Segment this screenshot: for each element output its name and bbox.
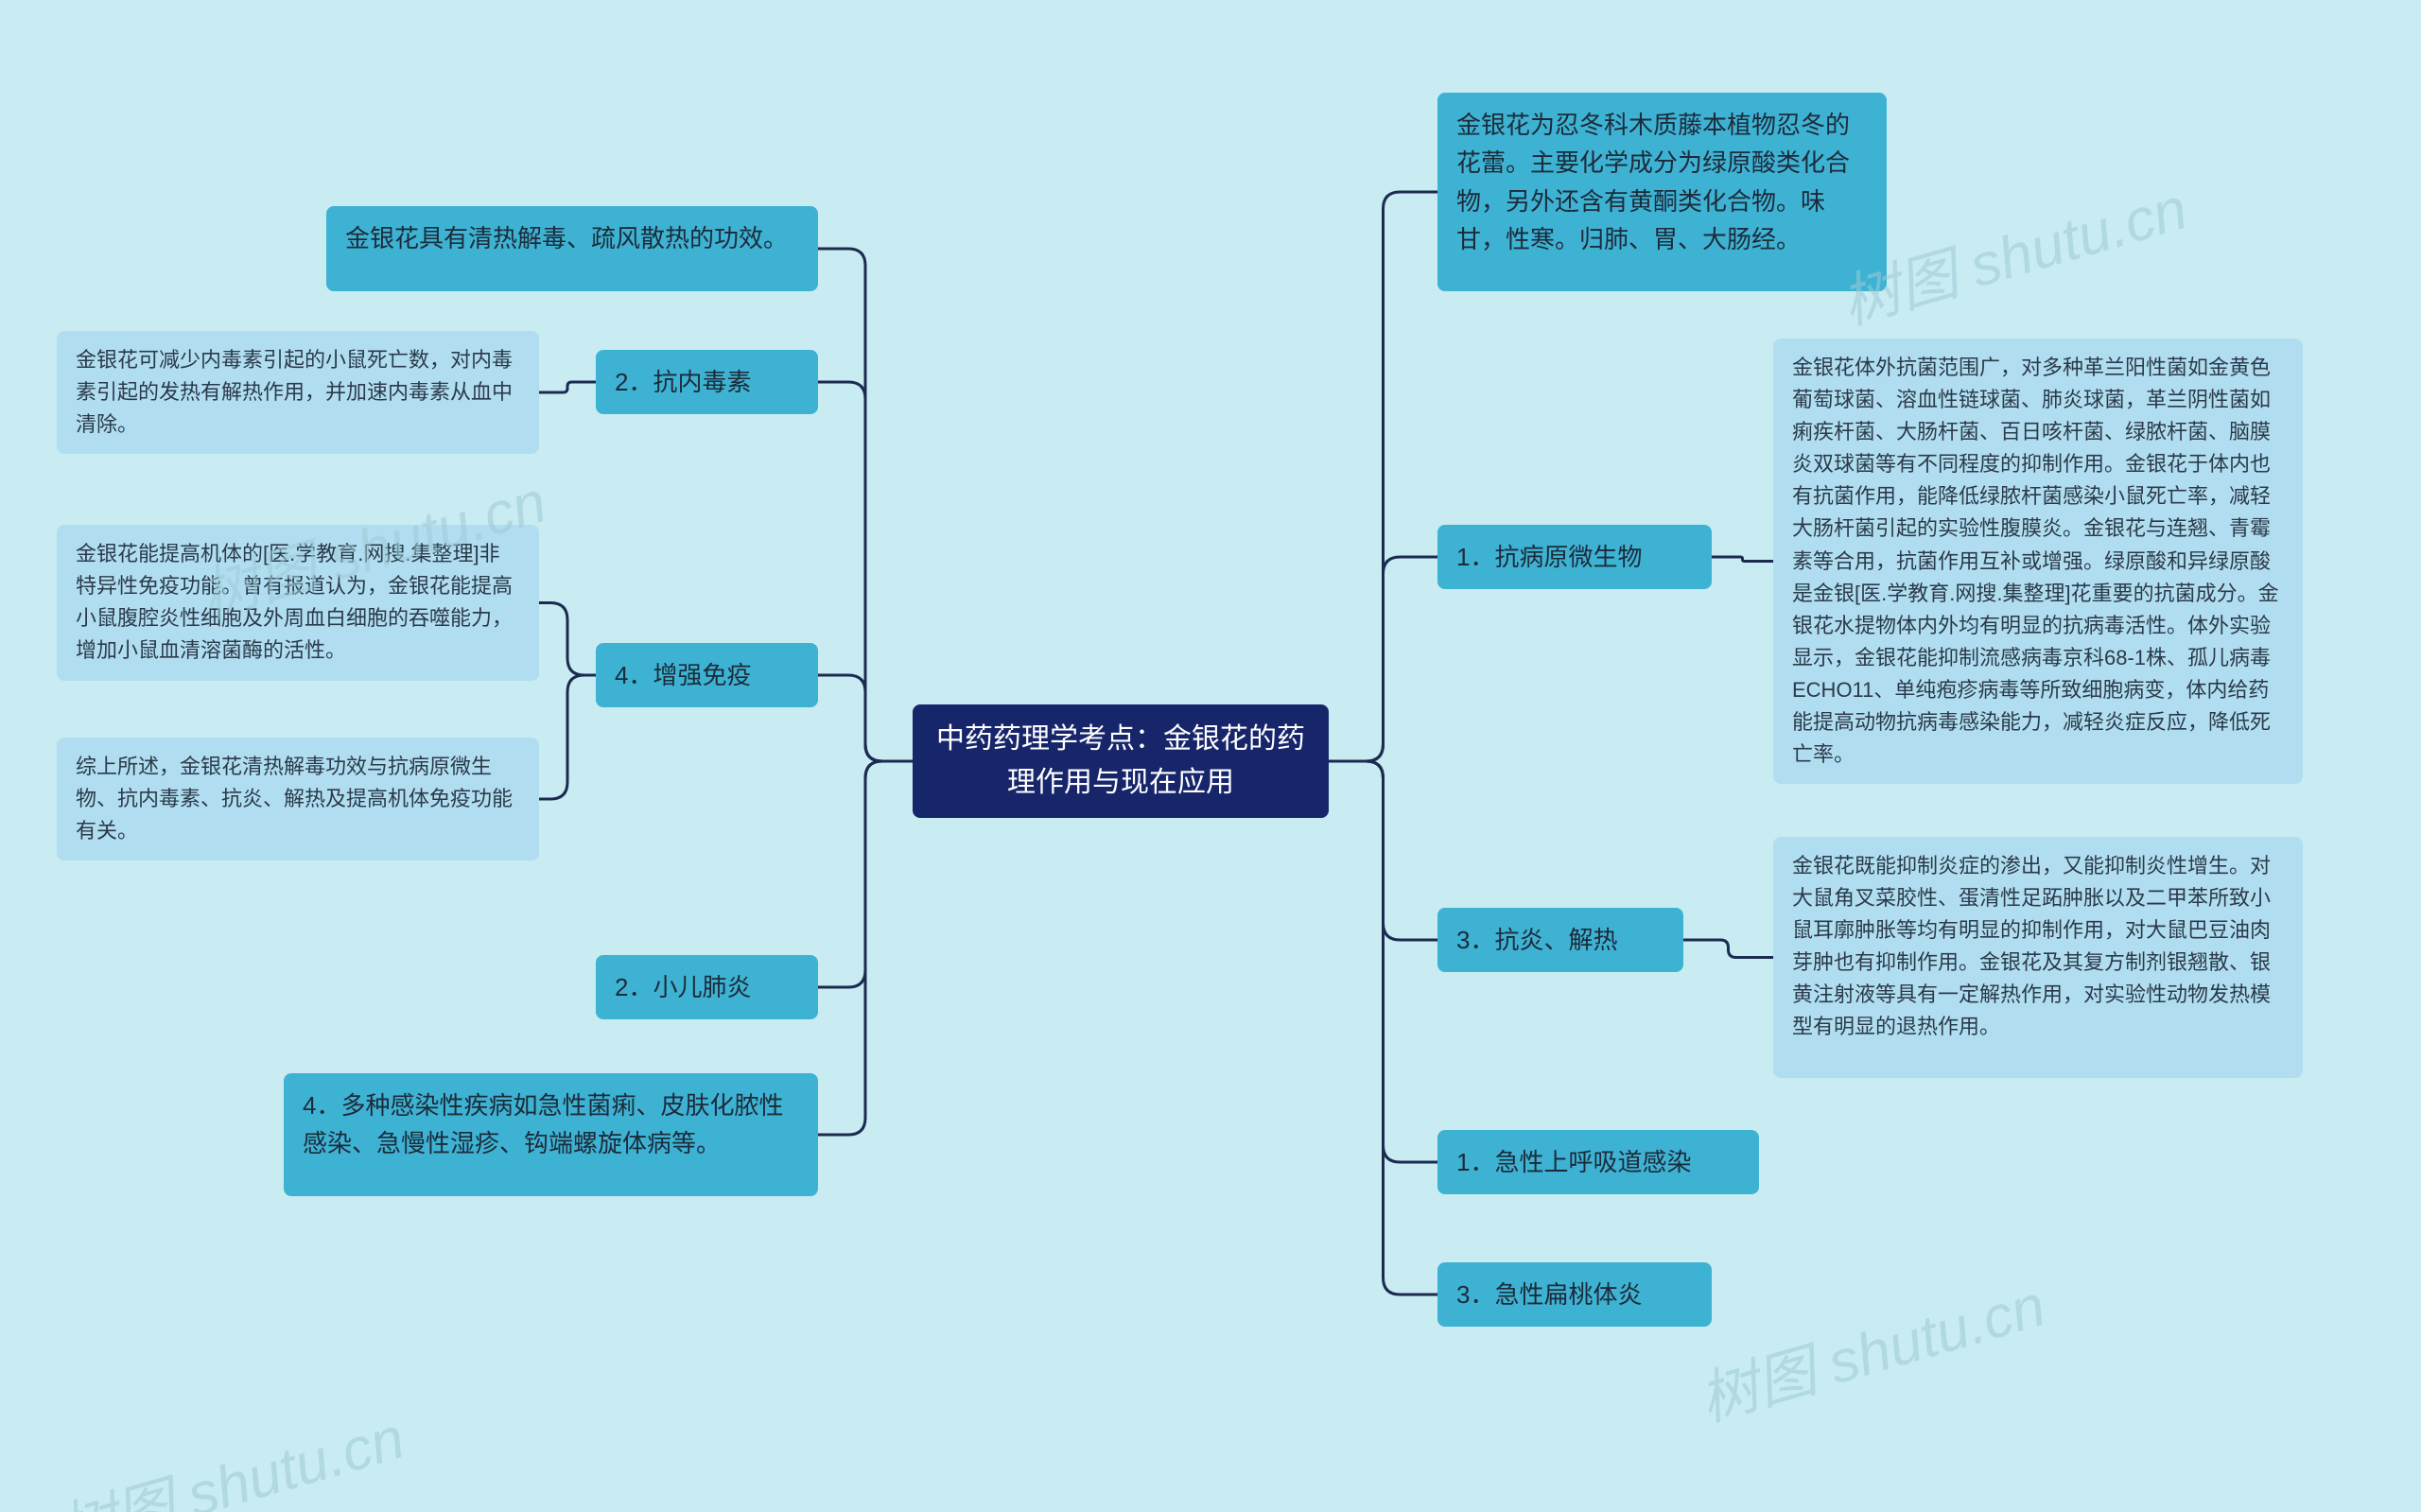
watermark: 树图 shutu.cn [47, 1390, 412, 1512]
primary-node[interactable]: 金银花具有清热解毒、疏风散热的功效。 [326, 206, 818, 291]
primary-node-text: 1．抗病原微生物 [1456, 543, 1642, 571]
secondary-node[interactable]: 金银花能提高机体的[医.学教育.网搜.集整理]非特异性免疫功能。曾有报道认为，金… [57, 525, 539, 681]
primary-node[interactable]: 2．小儿肺炎 [596, 955, 818, 1019]
connector-line [1683, 940, 1773, 958]
connector-line [1329, 761, 1437, 1295]
secondary-node[interactable]: 金银花体外抗菌范围广，对多种革兰阳性菌如金黄色葡萄球菌、溶血性链球菌、肺炎球菌，… [1773, 339, 2303, 784]
connector-line [818, 761, 913, 987]
connector-line [1712, 557, 1773, 562]
connector-line [539, 603, 596, 676]
primary-node-text: 2．抗内毒素 [615, 368, 751, 396]
secondary-node[interactable]: 综上所述，金银花清热解毒功效与抗病原微生物、抗内毒素、抗炎、解热及提高机体免疫功… [57, 738, 539, 860]
primary-node[interactable]: 1．抗病原微生物 [1437, 525, 1712, 589]
secondary-node-text: 金银花可减少内毒素引起的小鼠死亡数，对内毒素引起的发热有解热作用，并加速内毒素从… [76, 348, 513, 436]
primary-node[interactable]: 3．抗炎、解热 [1437, 908, 1683, 972]
connector-line [818, 761, 913, 1135]
connector-line [818, 675, 913, 761]
primary-node-text: 3．急性扁桃体炎 [1456, 1280, 1642, 1309]
connector-line [539, 675, 596, 799]
central-node[interactable]: 中药药理学考点：金银花的药理作用与现在应用 [913, 704, 1329, 818]
primary-node[interactable]: 4．多种感染性疾病如急性菌痢、皮肤化脓性感染、急慢性湿疹、钩端螺旋体病等。 [284, 1073, 818, 1196]
primary-node[interactable]: 4．增强免疫 [596, 643, 818, 707]
connector-line [1329, 557, 1437, 761]
primary-node-text: 2．小儿肺炎 [615, 973, 751, 1001]
connector-line [1329, 192, 1437, 761]
primary-node-text: 4．增强免疫 [615, 661, 751, 689]
secondary-node-text: 金银花体外抗菌范围广，对多种革兰阳性菌如金黄色葡萄球菌、溶血性链球菌、肺炎球菌，… [1792, 356, 2279, 766]
primary-node[interactable]: 1．急性上呼吸道感染 [1437, 1130, 1759, 1194]
secondary-node-text: 金银花既能抑制炎症的渗出，又能抑制炎性增生。对大鼠角叉菜胶性、蛋清性足跖肿胀以及… [1792, 854, 2271, 1038]
primary-node[interactable]: 金银花为忍冬科木质藤本植物忍冬的花蕾。主要化学成分为绿原酸类化合物，另外还含有黄… [1437, 93, 1887, 291]
connector-line [818, 382, 913, 761]
primary-node[interactable]: 3．急性扁桃体炎 [1437, 1262, 1712, 1327]
connector-line [539, 382, 596, 392]
connector-line [1329, 761, 1437, 1162]
primary-node-text: 金银花为忍冬科木质藤本植物忍冬的花蕾。主要化学成分为绿原酸类化合物，另外还含有黄… [1456, 111, 1850, 253]
secondary-node-text: 综上所述，金银花清热解毒功效与抗病原微生物、抗内毒素、抗炎、解热及提高机体免疫功… [76, 755, 513, 843]
central-node-text: 中药药理学考点：金银花的药理作用与现在应用 [932, 718, 1310, 806]
mindmap-canvas: 中药药理学考点：金银花的药理作用与现在应用 金银花具有清热解毒、疏风散热的功效。 2… [0, 0, 2421, 1512]
primary-node-text: 1．急性上呼吸道感染 [1456, 1148, 1691, 1176]
primary-node-text: 3．抗炎、解热 [1456, 926, 1617, 954]
primary-node[interactable]: 2．抗内毒素 [596, 350, 818, 414]
primary-node-text: 4．多种感染性疾病如急性菌痢、皮肤化脓性感染、急慢性湿疹、钩端螺旋体病等。 [303, 1091, 783, 1157]
watermark: 树图 shutu.cn [1688, 1258, 2053, 1437]
connector-line [1329, 761, 1437, 940]
connector-line [818, 249, 913, 761]
secondary-node[interactable]: 金银花可减少内毒素引起的小鼠死亡数，对内毒素引起的发热有解热作用，并加速内毒素从… [57, 331, 539, 454]
secondary-node[interactable]: 金银花既能抑制炎症的渗出，又能抑制炎性增生。对大鼠角叉菜胶性、蛋清性足跖肿胀以及… [1773, 837, 2303, 1078]
primary-node-text: 金银花具有清热解毒、疏风散热的功效。 [345, 224, 788, 252]
secondary-node-text: 金银花能提高机体的[医.学教育.网搜.集整理]非特异性免疫功能。曾有报道认为，金… [76, 542, 513, 662]
